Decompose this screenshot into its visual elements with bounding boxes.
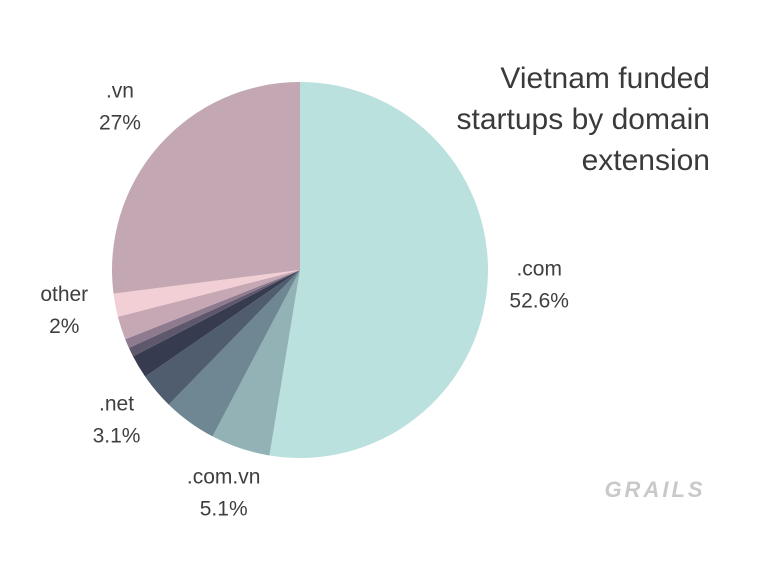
slice-value-label: 2%: [49, 315, 79, 338]
slice-value-label: 5.1%: [200, 498, 248, 521]
pie-slice: [117, 270, 300, 340]
logo: GRAILS: [604, 477, 705, 502]
pie-slice: [128, 270, 300, 357]
slice-value-label: 52.6%: [509, 290, 569, 313]
slice-label: other: [40, 283, 88, 306]
pie-slice: [269, 82, 489, 458]
slice-label: .com: [516, 258, 562, 281]
pie-slice: [168, 270, 300, 437]
pie-slice: [212, 270, 300, 456]
slice-label: .vn: [106, 79, 134, 102]
pie-slice: [133, 270, 300, 377]
chart-title: Vietnam funded startups by domain extens…: [456, 62, 710, 177]
slice-label: .com.vn: [187, 466, 261, 489]
pie-slice: [125, 270, 300, 348]
slice-value-label: 3.1%: [93, 425, 141, 448]
slice-label: .net: [99, 393, 134, 416]
pie-slice: [145, 270, 300, 405]
pie-slice: [112, 82, 300, 294]
pie-slice: [113, 270, 300, 317]
slice-value-label: 27%: [99, 111, 141, 134]
